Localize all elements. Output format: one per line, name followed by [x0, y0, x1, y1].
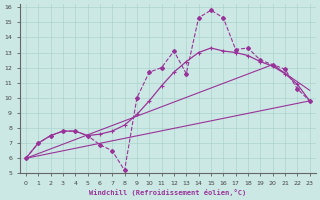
X-axis label: Windchill (Refroidissement éolien,°C): Windchill (Refroidissement éolien,°C)	[89, 189, 246, 196]
